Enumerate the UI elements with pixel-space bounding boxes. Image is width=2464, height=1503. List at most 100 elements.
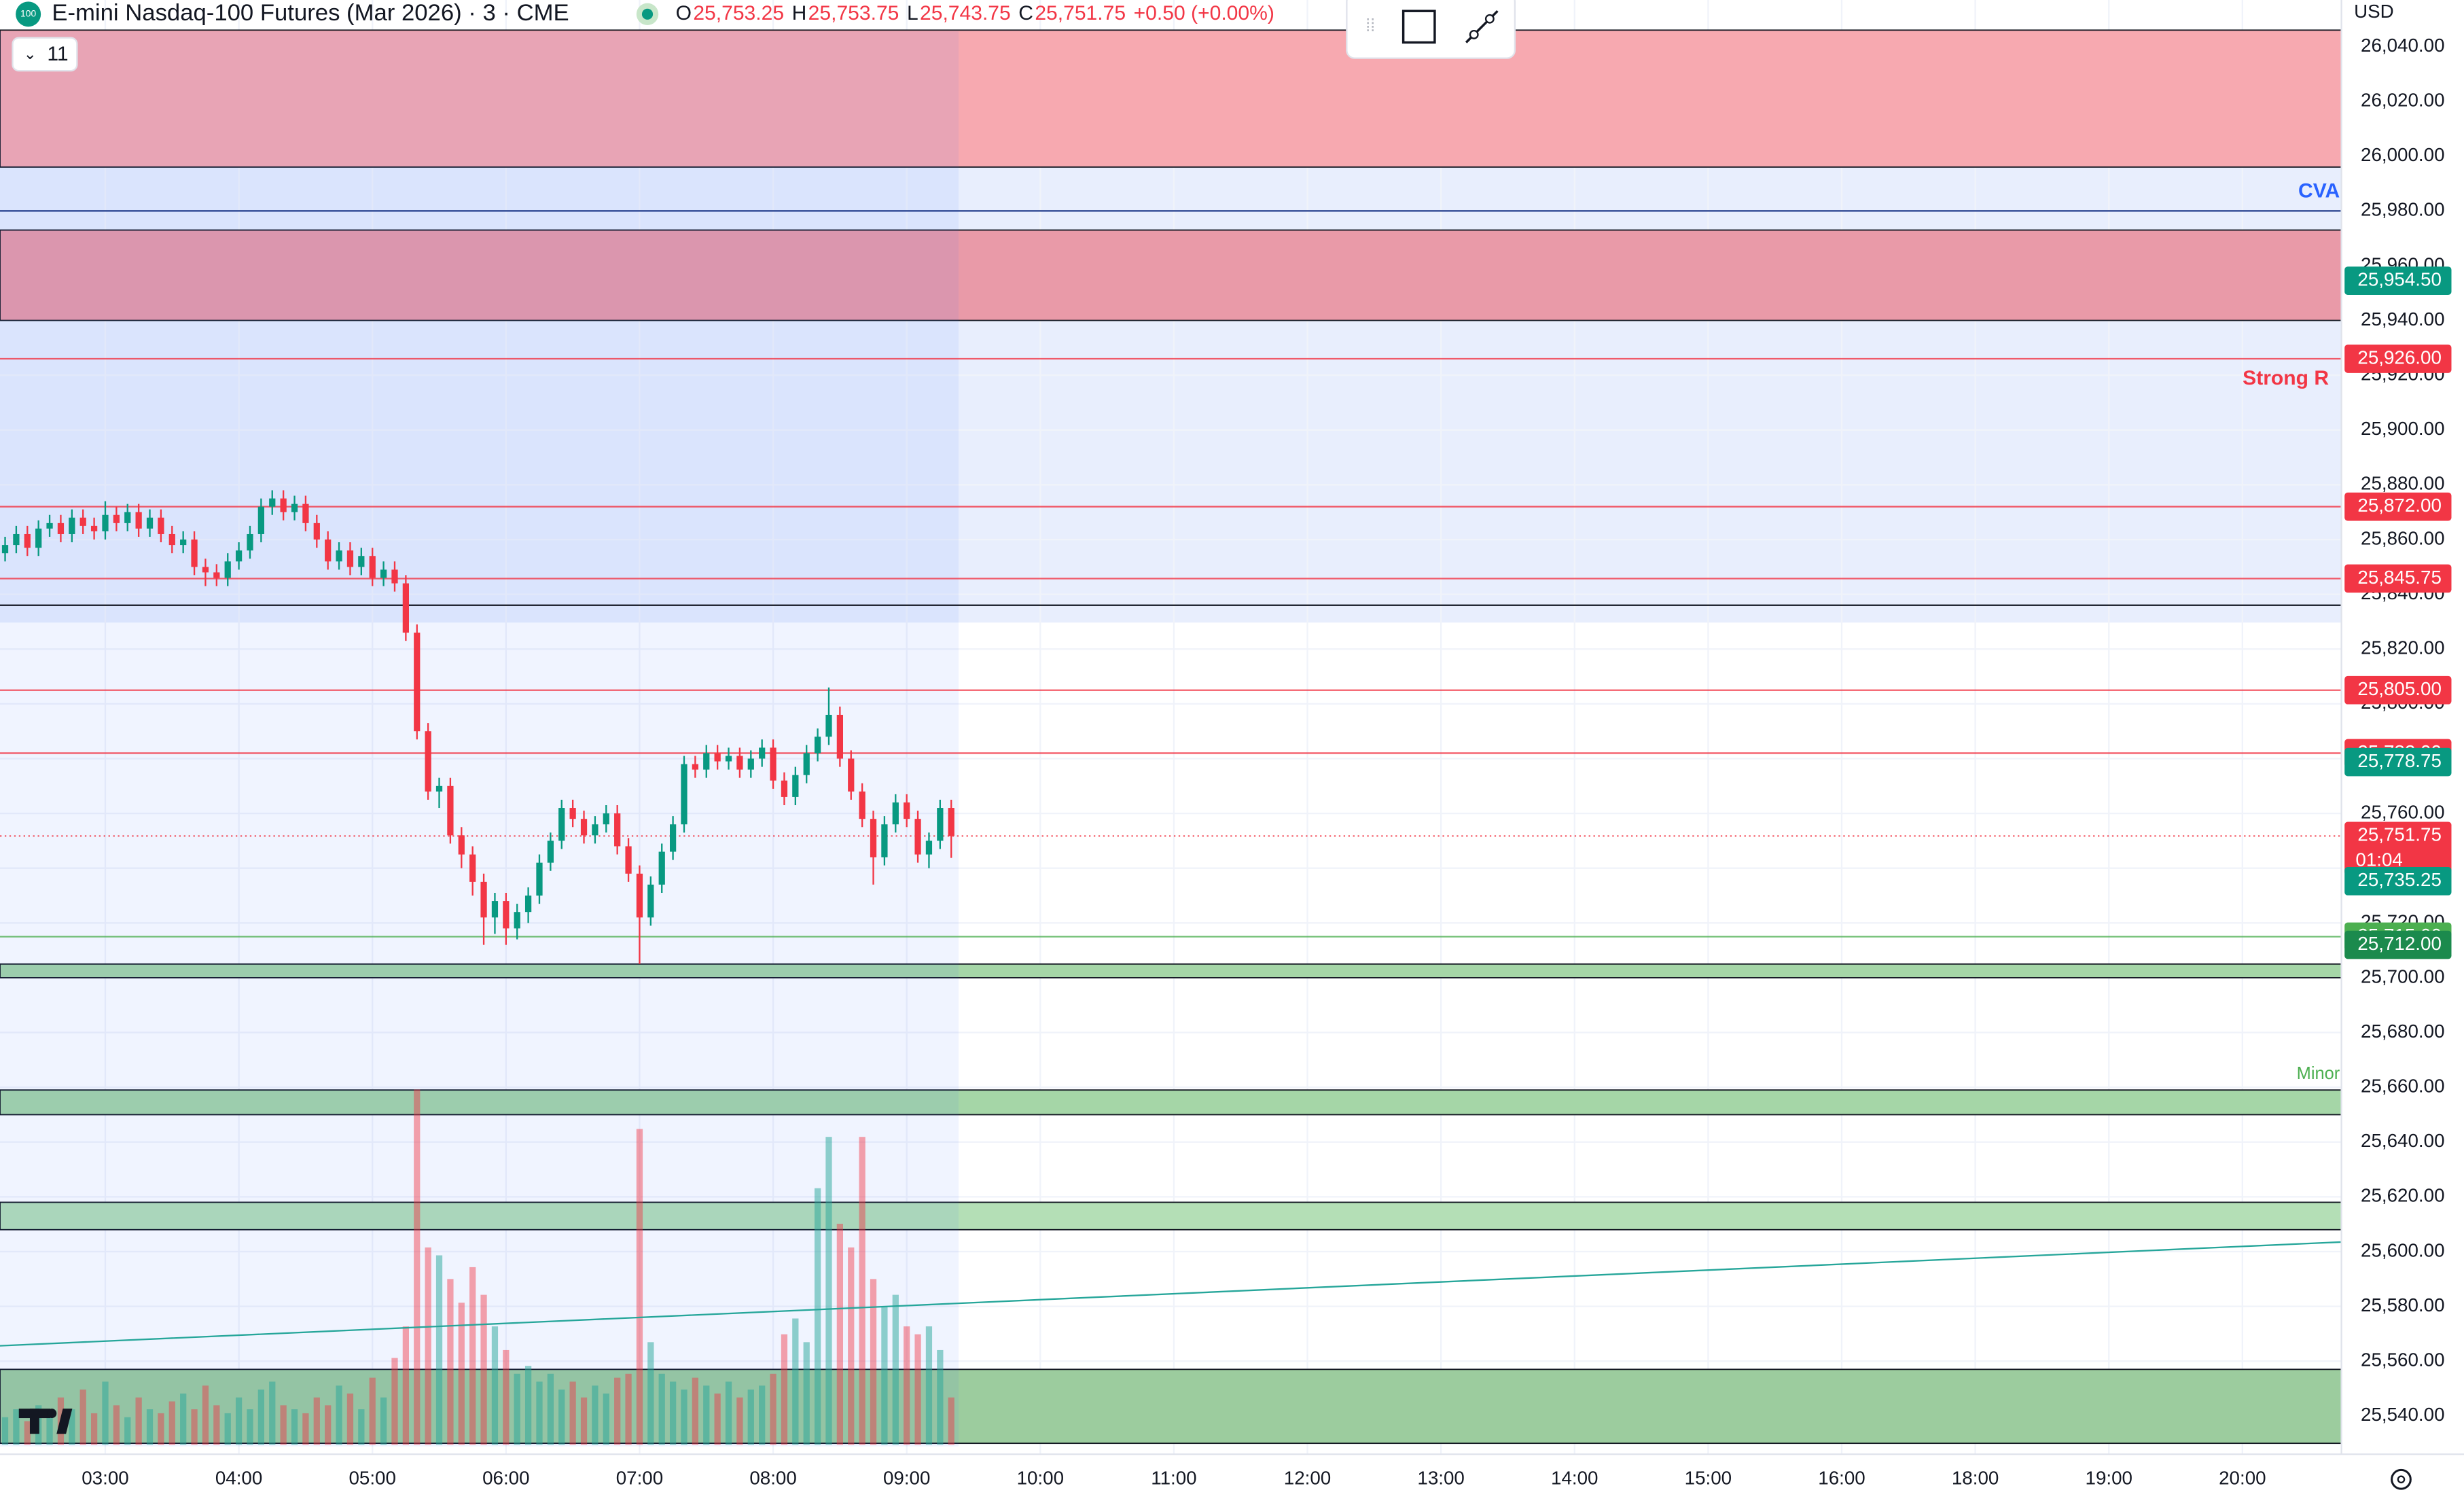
candle-body bbox=[870, 819, 877, 857]
candle-body bbox=[524, 896, 532, 913]
candle-body bbox=[725, 756, 732, 762]
y-tick-label: 26,020.00 bbox=[2361, 89, 2444, 110]
logo-part bbox=[29, 1409, 39, 1434]
candle-body bbox=[235, 550, 243, 562]
zone bbox=[0, 1201, 2342, 1231]
x-tick-label: 10:00 bbox=[1017, 1468, 1064, 1489]
candle-body bbox=[859, 791, 865, 819]
candle-body bbox=[135, 512, 142, 529]
candle-body bbox=[547, 841, 554, 863]
candle-body bbox=[302, 503, 309, 523]
volume-bar bbox=[224, 1413, 231, 1445]
volume-bar bbox=[46, 1413, 53, 1445]
candle-body bbox=[636, 873, 643, 918]
settings[interactable] bbox=[2391, 1468, 2412, 1490]
x-tick-label: 19:00 bbox=[2086, 1468, 2132, 1489]
volume-bar bbox=[669, 1381, 677, 1445]
volume-bar bbox=[280, 1405, 287, 1445]
volume-bar bbox=[135, 1397, 142, 1445]
volume-bar bbox=[647, 1342, 654, 1445]
volume-bar bbox=[69, 1409, 75, 1445]
candle-body bbox=[291, 503, 298, 512]
candle-body bbox=[536, 862, 543, 896]
volume-bar bbox=[925, 1326, 933, 1445]
volume-bar bbox=[124, 1417, 131, 1445]
y-tick-label: 25,760.00 bbox=[2361, 801, 2444, 822]
volume-bar bbox=[803, 1342, 810, 1445]
drag-handle[interactable]: ⁞⁞ bbox=[1365, 16, 1375, 35]
candle-body bbox=[280, 498, 287, 512]
symbol-icon[interactable] bbox=[16, 1, 41, 27]
x-tick-label: 12:00 bbox=[1284, 1468, 1331, 1489]
volume-bar bbox=[625, 1373, 632, 1445]
volume-bar bbox=[914, 1334, 921, 1445]
volume-bar bbox=[514, 1373, 520, 1445]
volume-bar bbox=[102, 1381, 109, 1445]
rectangle-tool[interactable] bbox=[1401, 10, 1436, 44]
candle-body bbox=[158, 517, 164, 534]
volume-bar bbox=[703, 1385, 710, 1445]
volume-bar bbox=[113, 1405, 120, 1445]
x-tick-label: 13:00 bbox=[1417, 1468, 1464, 1489]
candle-body bbox=[269, 498, 276, 507]
candle-body bbox=[948, 808, 954, 836]
volume-bar bbox=[848, 1247, 855, 1445]
symbol-badge: 100 bbox=[20, 7, 36, 18]
y-tick-label: 25,900.00 bbox=[2361, 418, 2444, 439]
volume-bar bbox=[480, 1294, 487, 1445]
volume-bar bbox=[736, 1397, 743, 1445]
volume-bar bbox=[302, 1413, 309, 1445]
x-tick-label: 06:00 bbox=[482, 1468, 529, 1489]
volume-bar bbox=[458, 1303, 465, 1445]
price-label-box bbox=[2344, 492, 2452, 521]
volume-bar bbox=[391, 1358, 398, 1445]
candle-body bbox=[224, 561, 231, 578]
price-labels: 25,954.50 25,926.00 25,872.00 25,845.75 25,8… bbox=[2344, 266, 2452, 959]
candle-body bbox=[925, 841, 933, 855]
candle-body bbox=[625, 846, 632, 874]
volume-bar bbox=[380, 1397, 387, 1445]
y-tick-label: 25,560.00 bbox=[2361, 1349, 2444, 1371]
candle-body bbox=[435, 785, 443, 792]
volume-bar bbox=[447, 1279, 454, 1445]
market-status-dot bbox=[641, 8, 654, 20]
currency[interactable]: USD bbox=[2354, 1, 2394, 22]
volume-bar bbox=[79, 1390, 86, 1445]
price-label-box bbox=[2344, 821, 2452, 876]
x-tick-label: 16:00 bbox=[1818, 1468, 1865, 1489]
ohlc-value: 25,743.75 bbox=[920, 2, 1011, 24]
candles bbox=[1, 490, 954, 964]
candle-body bbox=[202, 567, 209, 573]
volume-bar bbox=[792, 1318, 799, 1445]
candle-body bbox=[770, 747, 776, 781]
level-label: CVA bbox=[2298, 180, 2340, 202]
candle-body bbox=[569, 808, 576, 819]
candle-body bbox=[69, 517, 75, 534]
levels: CVA Strong R bbox=[0, 180, 2342, 938]
volume-bar bbox=[491, 1326, 499, 1445]
x-tick-label: 09:00 bbox=[883, 1468, 930, 1489]
candle-body bbox=[781, 780, 788, 797]
candle-body bbox=[703, 753, 710, 770]
price-label: 25,845.75 bbox=[2357, 567, 2441, 588]
volume-bar bbox=[1, 1417, 9, 1445]
line-tool-point bbox=[1469, 29, 1479, 39]
candle-body bbox=[491, 901, 499, 918]
indicators-toggle[interactable] bbox=[12, 37, 78, 72]
price-label-box bbox=[2344, 867, 2452, 896]
volume-bar bbox=[904, 1326, 910, 1445]
candle-body bbox=[658, 851, 665, 885]
volume-bar bbox=[425, 1247, 431, 1445]
candle-body bbox=[336, 550, 342, 562]
candle-body bbox=[747, 758, 754, 770]
candle-body bbox=[614, 813, 621, 847]
volume-bar bbox=[158, 1413, 164, 1445]
symbol-title[interactable]: E-mini Nasdaq-100 Futures (Mar 2026) · 3… bbox=[52, 0, 569, 26]
price-label: 25,954.50 bbox=[2357, 268, 2441, 289]
session-highlight bbox=[0, 31, 959, 1447]
y-tick-label: 25,600.00 bbox=[2361, 1239, 2444, 1260]
volume-bar bbox=[636, 1129, 643, 1445]
y-tick-label: 25,620.00 bbox=[2361, 1185, 2444, 1206]
drawing-toolbar: ⁞⁞ bbox=[1346, 0, 1516, 59]
